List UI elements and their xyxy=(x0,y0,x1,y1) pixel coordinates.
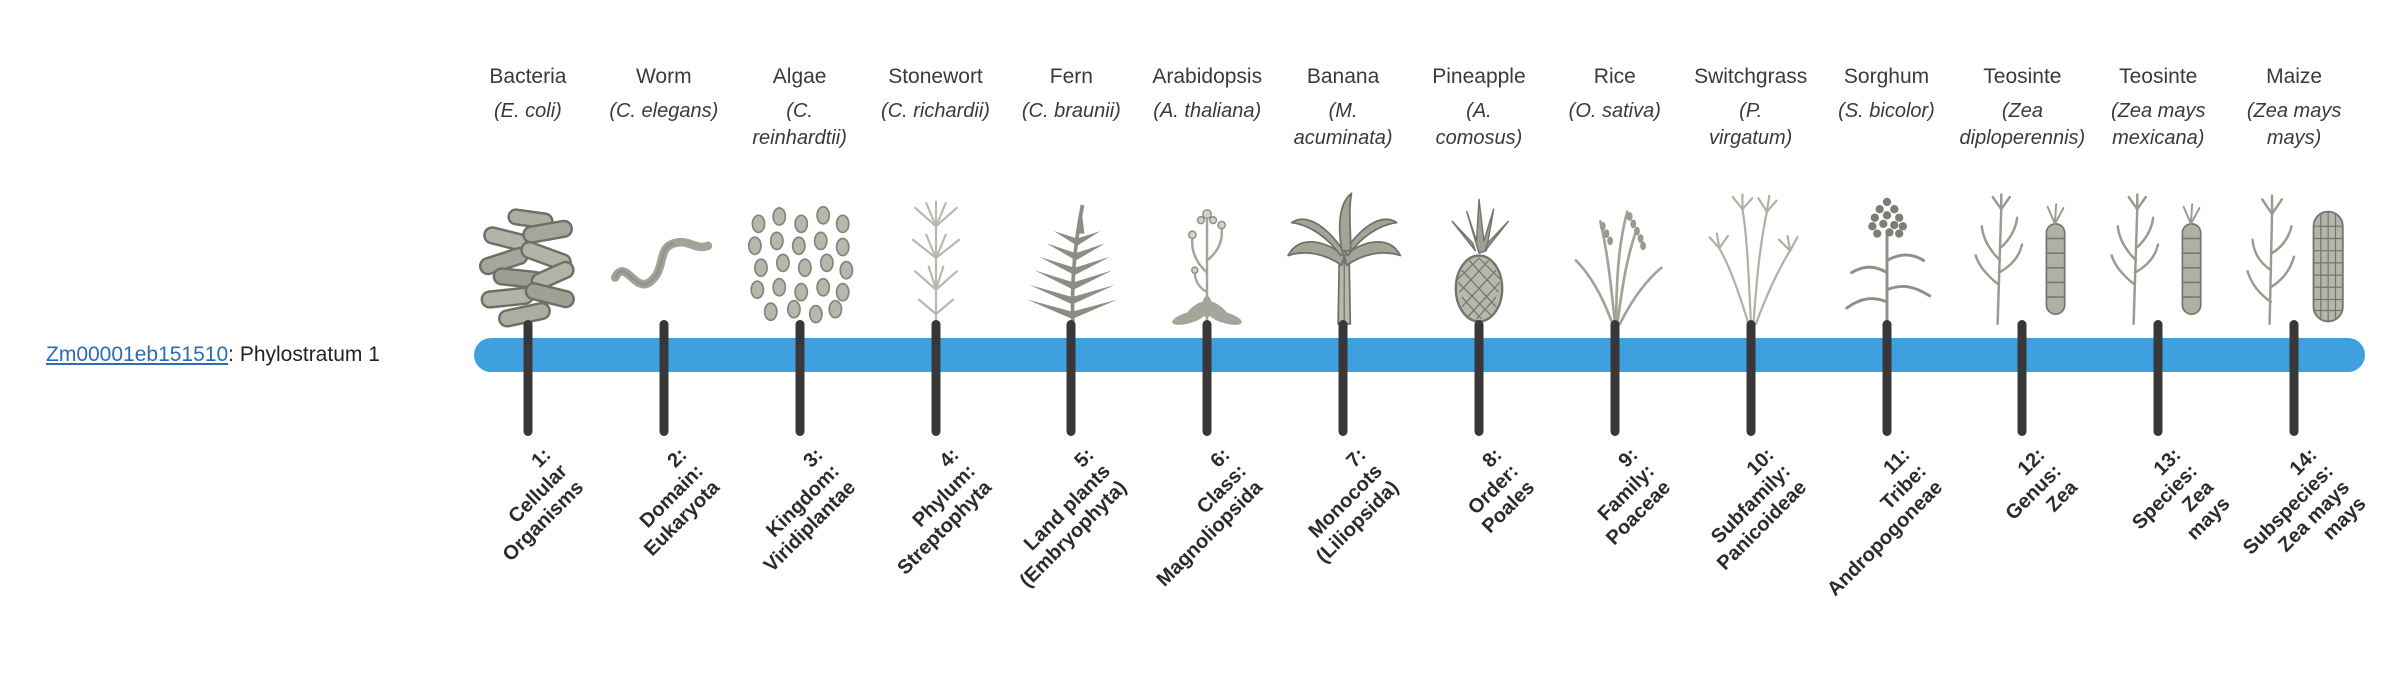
timeline-tick xyxy=(1202,320,1212,436)
taxon-column-banana: Banana (M. acuminata) 7: Monocots (Lilio… xyxy=(1275,36,1411,580)
gene-link[interactable]: Zm00001eb151510 xyxy=(46,343,229,366)
taxon-sci-name: (S. bicolor) xyxy=(1838,100,1935,122)
timeline-tick xyxy=(2153,320,2163,436)
maize-icon xyxy=(2233,184,2355,332)
timeline-tick xyxy=(523,320,533,436)
taxon-column-bacteria: Bacteria (E. coli) 1: Cellular Organisms xyxy=(460,36,596,580)
timeline-tick xyxy=(1610,320,1620,436)
timeline-tick xyxy=(2289,320,2299,436)
phylostratum-diagram: Zm00001eb151510: Phylostratum 1 Bacteria… xyxy=(46,36,2371,601)
taxon-name: Arabidopsis xyxy=(1152,65,1263,88)
taxon-column-algae: Algae (C. reinhardtii) 3: Kingdom: Virid… xyxy=(732,36,868,580)
taxon-name: Algae xyxy=(772,65,827,88)
taxon-sci-name: (Zea diploperennis) xyxy=(1959,100,2086,149)
timeline-tick xyxy=(659,320,669,436)
taxon-column-switchgrass: Switchgrass (P. virgatum) 10: Subfamily:… xyxy=(1683,36,1819,580)
taxon-column-pineapple: Pineapple (A. comosus) 8: Order: Poales xyxy=(1411,36,1547,580)
taxon-column-maize: Maize (Zea mays mays) 14: Subspecies: Ze… xyxy=(2226,36,2370,580)
taxon-name: Stonewort xyxy=(888,65,983,88)
taxon-sci-name: (E. coli) xyxy=(494,100,562,122)
taxon-icon-wrap xyxy=(732,178,868,332)
taxon-name: Worm xyxy=(635,65,692,88)
teosinte-icon xyxy=(1961,184,2083,332)
taxon-name: Maize xyxy=(2266,65,2323,88)
taxon-sci-name: (A. thaliana) xyxy=(1153,100,1262,122)
taxon-sci-name: (P. virgatum) xyxy=(1708,100,1793,149)
taxon-sci-name: (C. elegans) xyxy=(609,100,719,122)
rice-plant-icon xyxy=(1554,184,1676,332)
taxon-icon-wrap xyxy=(1683,178,1819,332)
taxon-name: Teosinte xyxy=(2119,65,2198,88)
taxon-column-rice: Rice (O. sativa) 9: Family: Poaceae xyxy=(1547,36,1683,580)
timeline-bar xyxy=(474,338,2365,372)
taxon-name: Bacteria xyxy=(489,65,567,88)
taxon-icon-wrap xyxy=(1003,178,1139,332)
switchgrass-icon xyxy=(1690,184,1812,332)
taxon-column-fern: Fern (C. braunii) 5: Land plants (Embryo… xyxy=(1003,36,1139,592)
algae-icon xyxy=(739,184,861,332)
taxon-icon-wrap xyxy=(1547,178,1683,332)
taxon-sci-name: (M. acuminata) xyxy=(1293,100,1393,149)
taxon-sci-name: (O. sativa) xyxy=(1568,100,1661,122)
taxon-icon-wrap xyxy=(460,178,596,332)
timeline-tick xyxy=(1338,320,1348,436)
teosinte-icon xyxy=(2097,184,2219,332)
taxon-sci-name: (C. braunii) xyxy=(1021,100,1121,122)
taxon-column-teosinte-diploperennis: Teosinte (Zea diploperennis) 12: Genus: … xyxy=(1954,36,2090,580)
fern-icon xyxy=(1010,184,1132,332)
bacteria-icon xyxy=(467,184,589,332)
timeline-tick xyxy=(1474,320,1484,436)
taxon-sci-name: (C. richardii) xyxy=(881,100,990,122)
worm-icon xyxy=(603,184,725,332)
taxon-column-teosinte-mexicana: Teosinte (Zea mays mexicana) 13: Species… xyxy=(2090,36,2235,580)
taxon-column-worm: Worm (C. elegans) 2: Domain: Eukaryota xyxy=(596,36,732,580)
arabidopsis-icon xyxy=(1146,184,1268,332)
taxon-icon-wrap xyxy=(1275,178,1411,332)
taxon-icon-wrap xyxy=(2226,178,2362,332)
taxon-column-stonewort: Stonewort (C. richardii) 4: Phylum: Stre… xyxy=(868,36,1004,580)
taxon-name: Rice xyxy=(1593,65,1636,88)
taxon-icon-wrap xyxy=(1411,178,1547,332)
taxon-icon-wrap xyxy=(596,178,732,332)
taxon-sci-name: (Zea mays mays) xyxy=(2246,100,2342,149)
timeline-tick xyxy=(795,320,805,436)
taxon-name: Banana xyxy=(1306,65,1380,88)
taxon-name: Pineapple xyxy=(1432,65,1526,88)
stonewort-icon xyxy=(875,184,997,332)
taxon-name: Sorghum xyxy=(1843,65,1930,88)
taxon-icon-wrap xyxy=(1139,178,1275,332)
timeline-tick xyxy=(1066,320,1076,436)
taxon-sci-name: (C. reinhardtii) xyxy=(752,100,847,149)
taxon-name: Fern xyxy=(1049,65,1093,88)
taxon-icon-wrap xyxy=(1954,178,2090,332)
taxon-icon-wrap xyxy=(2090,178,2226,332)
timeline-tick xyxy=(1746,320,1756,436)
banana-plant-icon xyxy=(1282,184,1404,332)
gene-label: Zm00001eb151510: Phylostratum 1 xyxy=(46,343,380,367)
taxon-column-arabidopsis: Arabidopsis (A. thaliana) 6: Class: Magn… xyxy=(1139,36,1275,591)
timeline-tick xyxy=(931,320,940,436)
sorghum-icon xyxy=(1826,184,1948,332)
gene-phylostratum-text: : Phylostratum 1 xyxy=(228,343,380,366)
taxon-icon-wrap xyxy=(868,178,1004,332)
timeline-tick xyxy=(1882,320,1892,436)
taxon-name: Switchgrass xyxy=(1694,65,1808,88)
taxon-column-sorghum: Sorghum (S. bicolor) 11: Tribe: Andropog… xyxy=(1819,36,1955,601)
pineapple-icon xyxy=(1418,184,1540,332)
taxa-columns: Bacteria (E. coli) 1: Cellular Organisms… xyxy=(460,36,2370,601)
taxon-sci-name: (A. comosus) xyxy=(1435,100,1523,149)
taxon-sci-name: (Zea mays mexicana) xyxy=(2111,100,2206,149)
taxon-icon-wrap xyxy=(1819,178,1955,332)
taxon-name: Teosinte xyxy=(1983,65,2062,88)
timeline-tick xyxy=(2017,320,2027,436)
